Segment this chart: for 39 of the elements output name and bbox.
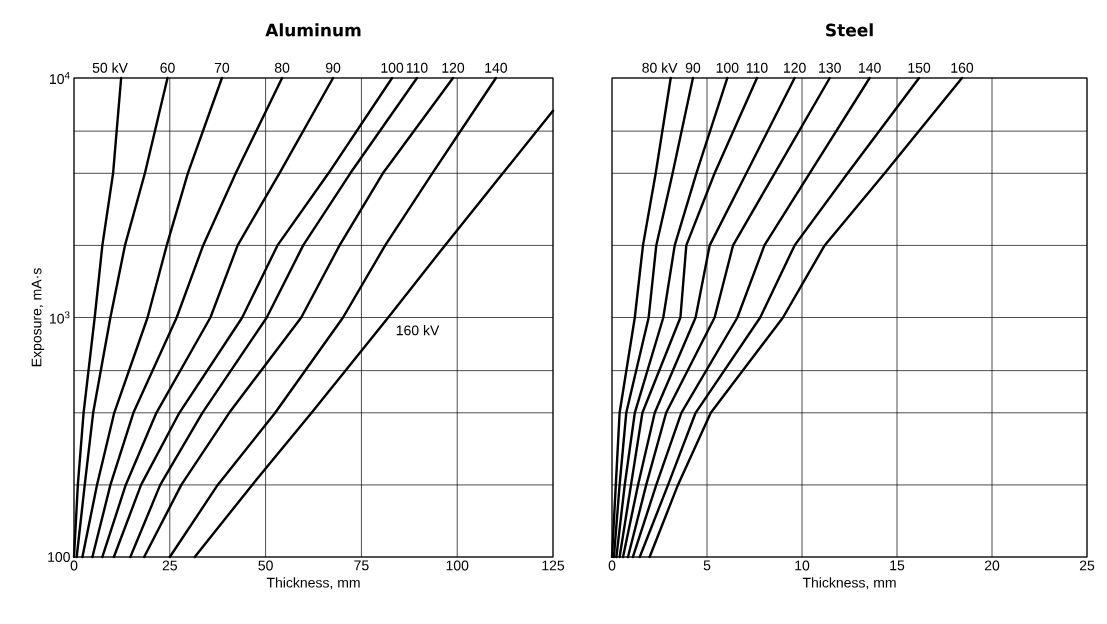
series-label: 110 bbox=[406, 62, 428, 73]
x-tick-label: 50 bbox=[258, 560, 273, 571]
x-tick-label: 0 bbox=[608, 560, 616, 571]
series-label: 100 bbox=[716, 62, 739, 73]
x-tick-label: 0 bbox=[70, 560, 78, 571]
series-label: 110 bbox=[746, 62, 768, 73]
series-label: 90 bbox=[685, 62, 701, 73]
x-tick-label: 25 bbox=[1079, 560, 1095, 571]
series-label: 80 bbox=[274, 62, 290, 73]
series-label: 70 bbox=[214, 62, 230, 73]
series-label: 140 bbox=[859, 62, 881, 73]
x-axis-title: Thickness, mm bbox=[266, 577, 360, 590]
series-label: 60 bbox=[160, 62, 175, 73]
series-label: 160 kV bbox=[396, 325, 440, 336]
series-label: 140 bbox=[485, 62, 508, 73]
x-tick-label: 100 bbox=[446, 560, 469, 571]
x-tick-label: 75 bbox=[354, 560, 369, 571]
x-tick-label: 10 bbox=[795, 560, 810, 571]
x-tick-label: 25 bbox=[162, 560, 177, 571]
y-tick-label: 100 bbox=[48, 552, 70, 562]
x-axis-title: Thickness, mm bbox=[802, 577, 896, 590]
series-label: 100 bbox=[381, 62, 404, 73]
chart-title: Aluminum bbox=[265, 23, 361, 37]
series-label: 150 bbox=[908, 62, 931, 73]
series-label: 120 bbox=[783, 62, 806, 73]
series-label: 160 bbox=[951, 62, 974, 73]
x-tick-label: 15 bbox=[890, 560, 905, 571]
series-label: 130 bbox=[819, 62, 841, 73]
x-tick-label: 20 bbox=[984, 560, 1000, 571]
series-label: 80 kV bbox=[642, 62, 678, 73]
chart-title: Steel bbox=[826, 23, 873, 37]
series-label: 50 kV bbox=[92, 62, 128, 73]
y-tick-label: 10$^{3}$ bbox=[50, 311, 70, 324]
y-axis-title: Exposure, mA·s bbox=[31, 268, 45, 367]
x-tick-label: 5 bbox=[703, 560, 711, 571]
series-label: 90 bbox=[325, 62, 341, 73]
y-tick-label: 10$^{4}$ bbox=[50, 71, 70, 85]
x-tick-label: 125 bbox=[542, 560, 565, 571]
series-label: 120 bbox=[442, 62, 465, 73]
